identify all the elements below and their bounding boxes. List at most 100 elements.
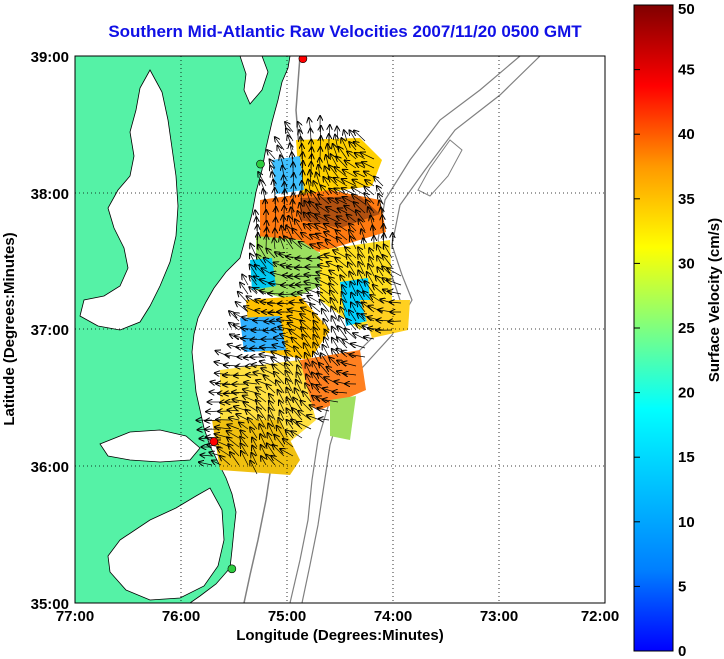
current-vector [375, 276, 384, 286]
current-vector [280, 237, 285, 250]
current-vector [369, 257, 375, 268]
x-axis-label: Longitude (Degrees:Minutes) [236, 627, 444, 644]
current-vector [362, 162, 375, 169]
current-vector [349, 310, 357, 322]
pamlico-sound [107, 487, 225, 601]
current-vector [331, 307, 339, 322]
current-vector [364, 187, 375, 196]
current-vector [229, 418, 240, 420]
current-vector [275, 137, 285, 151]
current-vector [336, 223, 348, 232]
current-vector [256, 380, 267, 384]
current-vector [290, 239, 303, 250]
station-marker [256, 159, 265, 169]
current-vector [272, 345, 285, 348]
station-marker [209, 437, 219, 446]
current-vector [352, 180, 366, 187]
current-vector [286, 388, 294, 403]
current-vector [302, 335, 312, 349]
current-vector [348, 262, 357, 277]
current-vector [264, 376, 276, 385]
current-vector [212, 461, 222, 465]
current-vector [344, 130, 347, 142]
current-vector [319, 363, 330, 376]
current-vector [227, 425, 240, 430]
current-vector [293, 398, 303, 412]
current-vector [327, 262, 339, 268]
current-vector [240, 430, 249, 439]
current-vector [316, 278, 330, 286]
current-vector [367, 272, 375, 286]
y-tick-label: 39:00 [31, 49, 69, 66]
x-tick-label: 75:00 [268, 608, 306, 625]
current-vector [295, 219, 303, 232]
current-vector [236, 414, 249, 421]
current-vector [365, 281, 375, 295]
bathymetry-contour [417, 139, 463, 197]
current-vector [271, 352, 285, 358]
current-vector [285, 351, 294, 358]
colorbar-label: Surface Velocity (cm/s) [706, 218, 723, 382]
current-vector [240, 283, 249, 295]
current-vector [387, 268, 402, 277]
current-vector [301, 308, 312, 312]
current-vector [335, 257, 348, 268]
current-vector [228, 444, 240, 457]
current-vector [354, 131, 366, 142]
current-vector [273, 445, 285, 457]
current-vector [250, 461, 258, 475]
current-vector [289, 330, 303, 340]
current-vector [274, 238, 275, 250]
current-vector [305, 383, 312, 394]
x-tick-label: 76:00 [162, 608, 200, 625]
current-vector [368, 264, 375, 277]
current-vector [329, 277, 339, 286]
current-vector [333, 392, 348, 393]
current-vector [334, 167, 348, 178]
current-vector [351, 303, 357, 313]
current-vector [384, 244, 393, 259]
delaware-bay [239, 56, 269, 105]
current-vector [220, 456, 231, 466]
current-vector [310, 304, 321, 313]
current-vector [315, 224, 330, 232]
current-vector [227, 431, 240, 439]
current-vector [300, 314, 312, 322]
y-axis-ticks: 39:00 38:00 37:00 36:00 35:00 [31, 49, 69, 613]
colorbar-tick-label: 50 [678, 1, 695, 18]
y-tick-label: 37:00 [31, 322, 69, 339]
current-vector [248, 418, 258, 430]
current-vector [388, 291, 402, 294]
colorbar-gradient [633, 4, 674, 652]
current-vector [267, 150, 276, 160]
chesapeake-bay [79, 69, 179, 331]
current-vector [241, 451, 249, 466]
current-vector [217, 448, 231, 457]
current-vector [291, 338, 303, 349]
current-vector [297, 422, 312, 430]
current-vector [272, 364, 285, 376]
current-vector [256, 387, 267, 394]
current-vector [278, 418, 285, 430]
x-tick-label: 77:00 [56, 608, 94, 625]
current-vector [199, 462, 213, 465]
current-vector [297, 211, 303, 223]
current-vector [318, 408, 330, 411]
current-vector [365, 180, 375, 187]
colorbar-tick-label: 10 [678, 514, 695, 531]
colorbar-tick-label: 0 [678, 643, 686, 659]
current-vector [390, 302, 402, 303]
current-vector [326, 240, 339, 250]
current-vector [354, 202, 366, 214]
current-vector [313, 181, 321, 196]
current-vector [313, 321, 321, 331]
current-vector [377, 267, 384, 277]
current-vector [318, 243, 330, 250]
current-vector [303, 391, 312, 403]
current-vector [342, 179, 357, 187]
current-vector [256, 394, 267, 403]
current-vector [307, 296, 321, 304]
current-vector [244, 402, 258, 412]
current-vector [364, 337, 375, 339]
current-vector [323, 177, 330, 187]
